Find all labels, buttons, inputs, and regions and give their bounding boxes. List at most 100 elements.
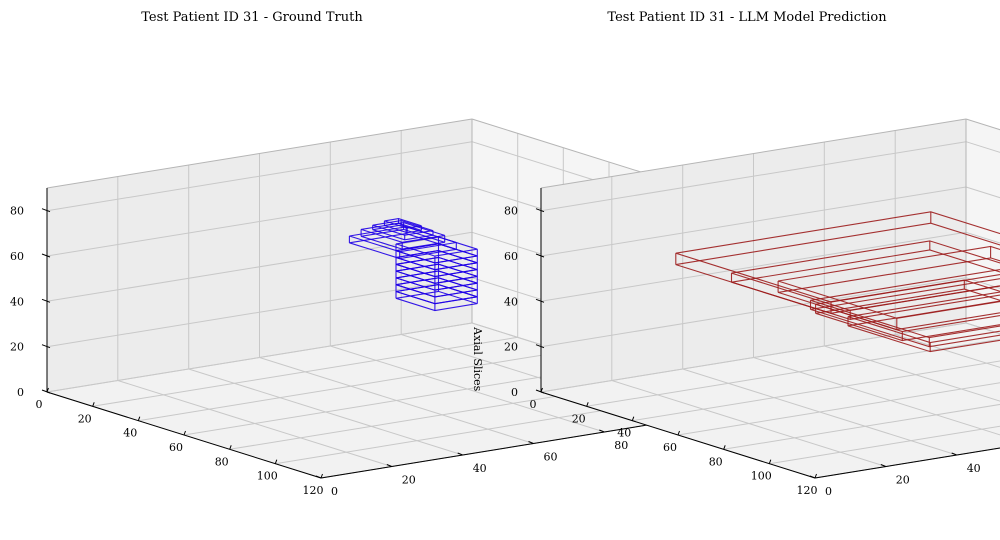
x-tick <box>677 430 680 436</box>
box-top <box>810 268 1000 339</box>
grid-line <box>46 277 473 348</box>
y-tick-label: 80 <box>614 439 628 452</box>
z-tick-label: 40 <box>504 295 518 308</box>
x-tick-label: 120 <box>303 484 324 497</box>
grid-line <box>611 380 886 467</box>
grid-line <box>188 368 463 456</box>
prediction-plot: 020406080100120020406080100120020406080 <box>504 118 1000 498</box>
prediction-title: Test Patient ID 31 - LLM Model Predictio… <box>607 10 887 25</box>
grid-line <box>682 368 957 456</box>
grid-line <box>46 322 473 393</box>
y-tick-label: 40 <box>967 462 981 475</box>
x-tick <box>46 387 49 393</box>
pane-edge <box>46 118 473 189</box>
x-tick-label: 0 <box>530 398 537 411</box>
x-tick <box>274 459 278 464</box>
z-tick-label: 20 <box>504 341 518 354</box>
x-tick-label: 60 <box>169 441 183 454</box>
y-tick <box>951 452 957 456</box>
z-tick-label: 0 <box>511 386 518 399</box>
z-tick <box>41 253 51 258</box>
grid-line <box>330 345 605 433</box>
y-tick-label: 0 <box>825 485 832 498</box>
grid-line <box>46 141 473 212</box>
z-tick <box>41 298 51 303</box>
pane-edge <box>540 118 967 189</box>
z-tick-label: 40 <box>10 295 24 308</box>
y-tick-label: 20 <box>896 474 910 487</box>
y-tick <box>528 441 534 444</box>
z-tick <box>41 389 51 394</box>
grid-line <box>540 277 967 348</box>
box-top <box>675 211 1000 303</box>
z-tick-label: 20 <box>10 341 24 354</box>
x-tick-label: 20 <box>572 412 586 425</box>
y-axis-line <box>814 447 1000 479</box>
grid-line <box>824 345 1000 402</box>
y-tick <box>457 452 463 456</box>
floor-pane <box>541 323 1000 478</box>
x-tick-label: 40 <box>617 427 631 440</box>
z-tick <box>535 253 545 258</box>
x-tick <box>137 416 141 421</box>
x-tick-label: 80 <box>215 455 229 468</box>
x-tick <box>92 402 95 407</box>
x-tick-label: 120 <box>797 484 818 497</box>
z-tick <box>41 344 51 349</box>
grid-line <box>540 141 967 212</box>
x-tick <box>814 473 817 479</box>
grid-line <box>540 322 967 393</box>
x-tick-label: 20 <box>78 412 92 425</box>
grid-line <box>117 380 392 467</box>
x-tick-label: 100 <box>751 470 772 483</box>
z-tick <box>535 298 545 303</box>
z-tick-label: 80 <box>10 205 24 218</box>
z-tick <box>535 389 545 394</box>
ground-truth-title: Test Patient ID 31 - Ground Truth <box>141 10 363 25</box>
y-tick-label: 40 <box>473 462 487 475</box>
prediction-panel: Test Patient ID 31 - LLM Model Predictio… <box>504 10 1000 498</box>
y-tick <box>386 464 392 467</box>
grid-line <box>753 357 1000 436</box>
x-tick-label: 60 <box>663 441 677 454</box>
y-tick <box>315 475 322 479</box>
z-tick <box>535 208 545 213</box>
grid-line <box>46 231 473 302</box>
y-tick-label: 0 <box>331 485 338 498</box>
y-tick-label: 60 <box>544 451 558 464</box>
x-tick-label: 100 <box>257 470 278 483</box>
x-tick-label: 40 <box>123 427 137 440</box>
box-top <box>777 245 1000 319</box>
grid-line <box>540 186 967 257</box>
y-tick <box>599 429 605 433</box>
y-tick-label: 20 <box>402 474 416 487</box>
box-top <box>847 291 1000 344</box>
box-top <box>815 279 1000 333</box>
y-tick <box>809 475 816 479</box>
box-bottom <box>847 300 1000 353</box>
z-tick-label: 60 <box>10 250 24 263</box>
x-tick-label: 80 <box>709 455 723 468</box>
z-tick-label: 0 <box>17 386 24 399</box>
grid-line <box>46 186 473 257</box>
box-bottom <box>815 288 1000 342</box>
x-tick <box>540 387 543 393</box>
z-axis-label: Axial Slices <box>471 326 484 391</box>
x-tick <box>229 445 232 450</box>
box-bottom <box>810 278 1000 348</box>
grid-line <box>540 231 967 302</box>
z-tick <box>535 344 545 349</box>
x-tick <box>768 459 772 464</box>
grid-line <box>259 357 534 444</box>
x-tick <box>586 402 589 407</box>
grid-line <box>895 334 1000 368</box>
z-tick-label: 80 <box>504 205 518 218</box>
x-tick-label: 0 <box>36 398 43 411</box>
z-tick <box>41 208 51 213</box>
box-top <box>731 240 1000 311</box>
x-tick <box>723 445 726 450</box>
x-tick <box>320 473 323 479</box>
x-tick <box>183 430 186 436</box>
x-tick <box>631 416 635 421</box>
